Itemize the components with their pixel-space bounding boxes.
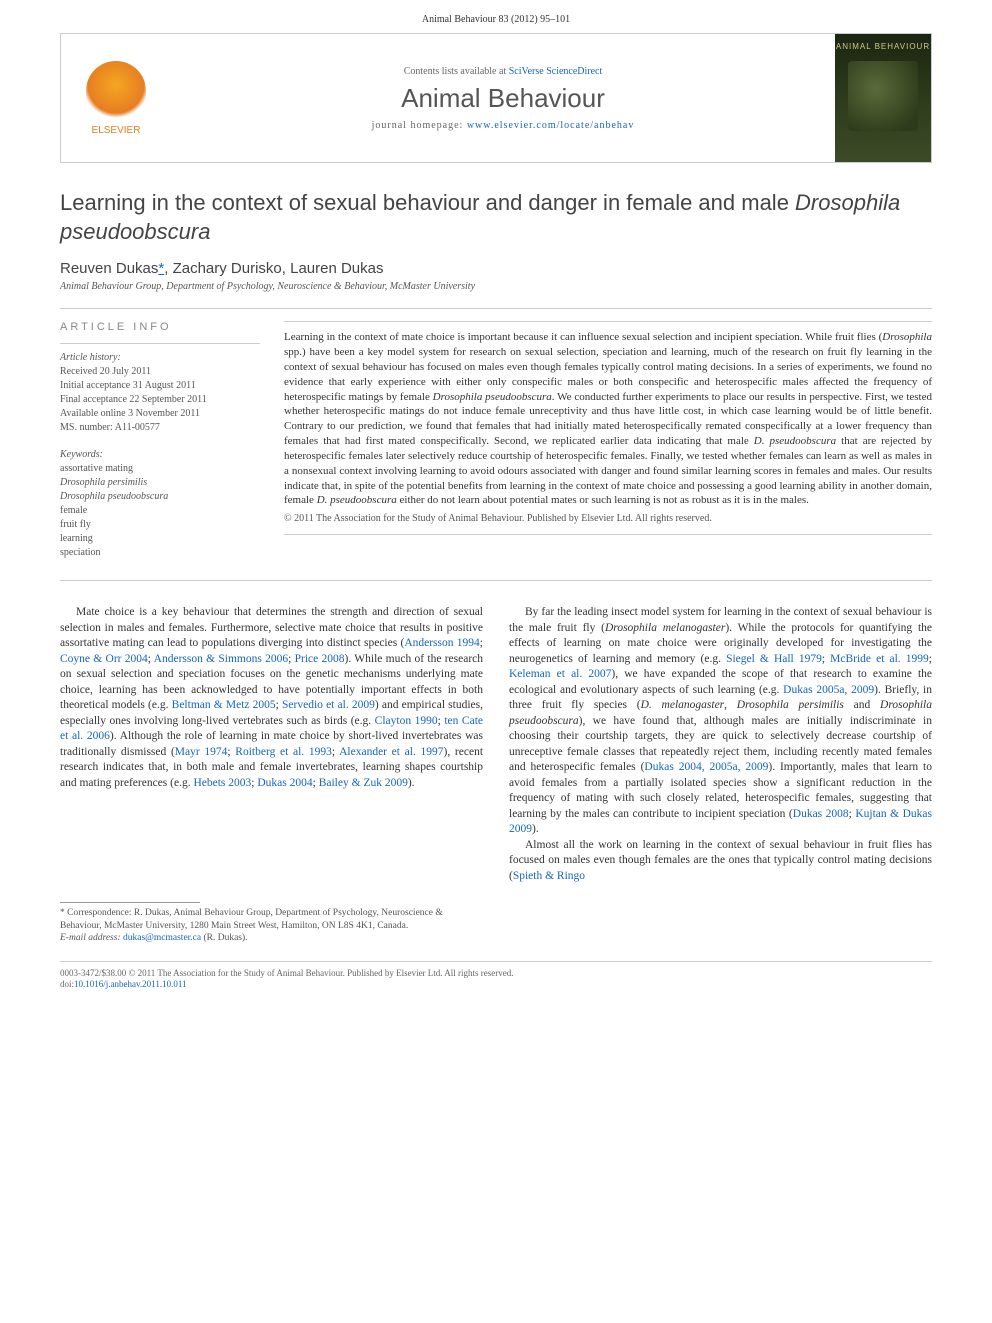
ref-keleman-2007[interactable]: Keleman et al. 2007 [509, 668, 611, 680]
keyword-3: female [60, 504, 260, 518]
ref-clayton-1990[interactable]: Clayton 1990 [375, 715, 438, 727]
doi-prefix: doi: [60, 979, 74, 989]
ref-hebets-2003[interactable]: Hebets 2003 [193, 777, 251, 789]
footer-doi-line: doi:10.1016/j.anbehav.2011.10.011 [60, 979, 932, 991]
history-ms-number: MS. number: A11-00577 [60, 421, 260, 435]
column-right: By far the leading insect model system f… [509, 605, 932, 884]
cover-title: ANIMAL BEHAVIOUR [836, 42, 930, 51]
column-left: Mate choice is a key behaviour that dete… [60, 605, 483, 884]
title-text: Learning in the context of sexual behavi… [60, 190, 795, 215]
footer-copyright: 0003-3472/$38.00 © 2011 The Association … [60, 968, 932, 980]
homepage-prefix: journal homepage: [372, 120, 467, 131]
email-label: E-mail address: [60, 933, 123, 943]
corresponding-footnote: * Correspondence: R. Dukas, Animal Behav… [60, 907, 460, 932]
ref-dukas-2008[interactable]: Dukas 2008 [793, 808, 849, 820]
cover-image-icon [848, 61, 918, 131]
sciverse-link[interactable]: SciVerse ScienceDirect [509, 66, 603, 77]
ref-alexander-1997[interactable]: Alexander et al. 1997 [339, 746, 443, 758]
body-p3: Almost all the work on learning in the c… [509, 838, 932, 885]
ref-dukas-2004[interactable]: Dukas 2004 [257, 777, 312, 789]
abstract-copyright: © 2011 The Association for the Study of … [284, 512, 932, 526]
abstract-top-rule [284, 321, 932, 322]
divider-mid [60, 580, 932, 581]
footnotes: * Correspondence: R. Dukas, Animal Behav… [60, 907, 460, 944]
keyword-6: speciation [60, 546, 260, 560]
history-label: Article history: [60, 352, 260, 363]
author-list: Reuven Dukas*, Zachary Durisko, Lauren D… [60, 260, 384, 277]
article-info-sidebar: ARTICLE INFO Article history: Received 2… [60, 321, 260, 560]
banner-center: Contents lists available at SciVerse Sci… [171, 34, 835, 162]
page-header-citation: Animal Behaviour 83 (2012) 95–101 [0, 0, 992, 33]
history-initial-acceptance: Initial acceptance 31 August 2011 [60, 379, 260, 393]
affiliation: Animal Behaviour Group, Department of Ps… [60, 281, 932, 292]
keyword-2-em: Drosophila pseudoobscura [60, 491, 168, 502]
ref-roitberg-1993[interactable]: Roitberg et al. 1993 [235, 746, 332, 758]
body-columns: Mate choice is a key behaviour that dete… [60, 605, 932, 884]
journal-name: Animal Behaviour [171, 83, 835, 114]
ref-andersson-1994[interactable]: Andersson 1994 [404, 637, 479, 649]
ref-andersson-simmons-2006[interactable]: Andersson & Simmons 2006 [154, 653, 288, 665]
ref-servedio-2009[interactable]: Servedio et al. 2009 [282, 699, 375, 711]
abstract: Learning in the context of mate choice i… [284, 321, 932, 560]
keyword-4: fruit fly [60, 518, 260, 532]
divider-top [60, 308, 932, 309]
keywords-label: Keywords: [60, 449, 260, 460]
page-footer: 0003-3472/$38.00 © 2011 The Association … [60, 961, 932, 991]
ref-beltman-metz-2005[interactable]: Beltman & Metz 2005 [172, 699, 276, 711]
email-link[interactable]: dukas@mcmaster.ca [123, 933, 201, 943]
homepage-link[interactable]: www.elsevier.com/locate/anbehav [467, 120, 635, 131]
email-suffix: (R. Dukas). [201, 933, 247, 943]
keyword-2: Drosophila pseudoobscura [60, 490, 260, 504]
body-p2: By far the leading insect model system f… [509, 605, 932, 838]
footnote-separator [60, 902, 200, 903]
ref-siegel-hall-1979[interactable]: Siegel & Hall 1979 [726, 653, 822, 665]
ref-price-2008[interactable]: Price 2008 [295, 653, 345, 665]
article-title: Learning in the context of sexual behavi… [60, 189, 932, 246]
history-online: Available online 3 November 2011 [60, 407, 260, 421]
keyword-5: learning [60, 532, 260, 546]
contents-prefix: Contents lists available at [404, 66, 509, 77]
info-rule [60, 343, 260, 344]
authors-line: Reuven Dukas*, Zachary Durisko, Lauren D… [60, 260, 932, 277]
abstract-bottom-rule [284, 534, 932, 535]
history-received: Received 20 July 2011 [60, 365, 260, 379]
email-footnote: E-mail address: dukas@mcmaster.ca (R. Du… [60, 932, 460, 944]
corresponding-author-mark[interactable]: * [158, 260, 164, 277]
ref-bailey-zuk-2009[interactable]: Bailey & Zuk 2009 [319, 777, 408, 789]
ref-mayr-1974[interactable]: Mayr 1974 [175, 746, 228, 758]
journal-homepage-line: journal homepage: www.elsevier.com/locat… [171, 120, 835, 131]
keyword-1: Drosophila persimilis [60, 476, 260, 490]
elsevier-logo: ELSEVIER [61, 34, 171, 162]
keyword-0: assortative mating [60, 462, 260, 476]
ref-kujtan-dukas-2009[interactable]: Kujtan & Dukas 2009 [509, 808, 932, 836]
body-p1: Mate choice is a key behaviour that dete… [60, 605, 483, 791]
ref-coyne-orr-2004[interactable]: Coyne & Orr 2004 [60, 653, 148, 665]
keyword-1-em: Drosophila persimilis [60, 477, 147, 488]
elsevier-tree-icon [86, 61, 146, 121]
journal-cover-thumbnail: ANIMAL BEHAVIOUR [835, 34, 931, 162]
ref-mcbride-1999[interactable]: McBride et al. 1999 [830, 653, 929, 665]
history-final-acceptance: Final acceptance 22 September 2011 [60, 393, 260, 407]
doi-link[interactable]: 10.1016/j.anbehav.2011.10.011 [74, 979, 186, 989]
journal-banner: ELSEVIER Contents lists available at Sci… [60, 33, 932, 163]
elsevier-label: ELSEVIER [92, 125, 141, 136]
contents-available-line: Contents lists available at SciVerse Sci… [171, 66, 835, 77]
abstract-text: Learning in the context of mate choice i… [284, 331, 932, 506]
article-info-heading: ARTICLE INFO [60, 321, 260, 333]
ref-dukas-2005a-2009[interactable]: Dukas 2005a, 2009 [783, 684, 874, 696]
ref-spieth-ringo[interactable]: Spieth & Ringo [513, 870, 585, 882]
info-abstract-row: ARTICLE INFO Article history: Received 2… [60, 321, 932, 560]
ref-dukas-2004-2005a-2009[interactable]: Dukas 2004, 2005a, 2009 [644, 761, 768, 773]
